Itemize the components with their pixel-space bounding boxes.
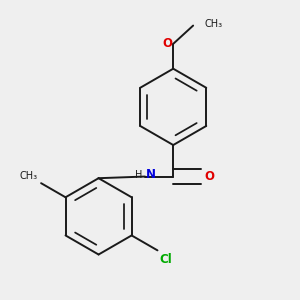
Text: CH₃: CH₃ — [20, 170, 38, 181]
Text: O: O — [162, 37, 172, 50]
Text: O: O — [205, 170, 215, 183]
Text: CH₃: CH₃ — [205, 19, 223, 29]
Text: N: N — [146, 168, 156, 182]
Text: H: H — [135, 170, 142, 180]
Text: Cl: Cl — [160, 253, 172, 266]
